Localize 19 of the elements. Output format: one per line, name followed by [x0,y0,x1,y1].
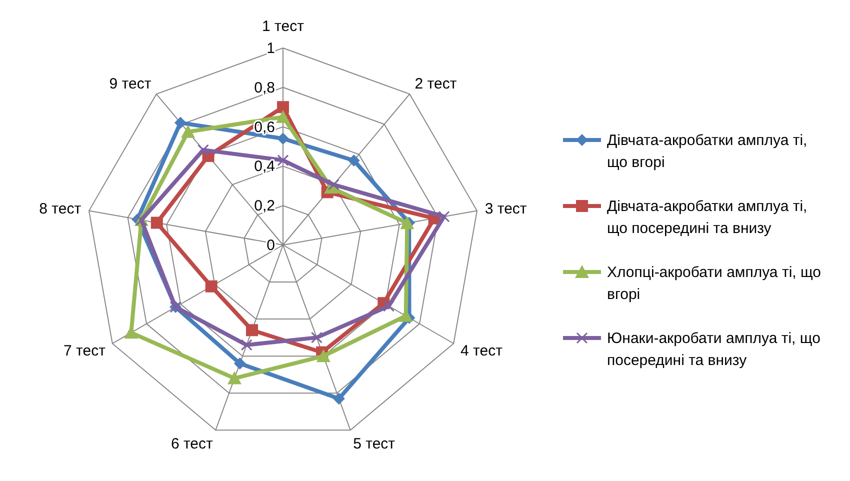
legend-label: Хлопці-акробати амплуа ті, що вгорі [607,264,821,303]
y-tick-label: 0,6 [254,118,275,136]
y-tick-label: 0,8 [254,79,275,96]
spoke-label: 7 тест [64,342,106,360]
spoke-label: 6 тест [170,435,213,452]
spoke-label: 5 тест [353,435,396,452]
legend-label: Дівчата-акробатки амплуа ті, що вгорі [607,132,808,171]
spoke-label: 1 тест [262,18,304,35]
y-tick-label: 1 [266,40,275,57]
spoke-label: 8 тест [39,200,82,218]
y-tick-label: 0 [266,237,275,254]
spoke-label: 3 тест [484,200,527,218]
y-tick-label: 0,2 [254,198,275,215]
spoke-label: 4 тест [460,342,503,360]
spoke-label: 2 тест [414,75,457,92]
legend-label: Юнаки-акробати амплуа ті, що посередині та внизу [607,330,820,369]
legend-label: Дівчата-акробатки амплуа ті, що посередині та внизу [607,198,808,237]
y-tick-label: 0,4 [254,158,275,176]
spoke-label: 9 тест [109,75,152,92]
